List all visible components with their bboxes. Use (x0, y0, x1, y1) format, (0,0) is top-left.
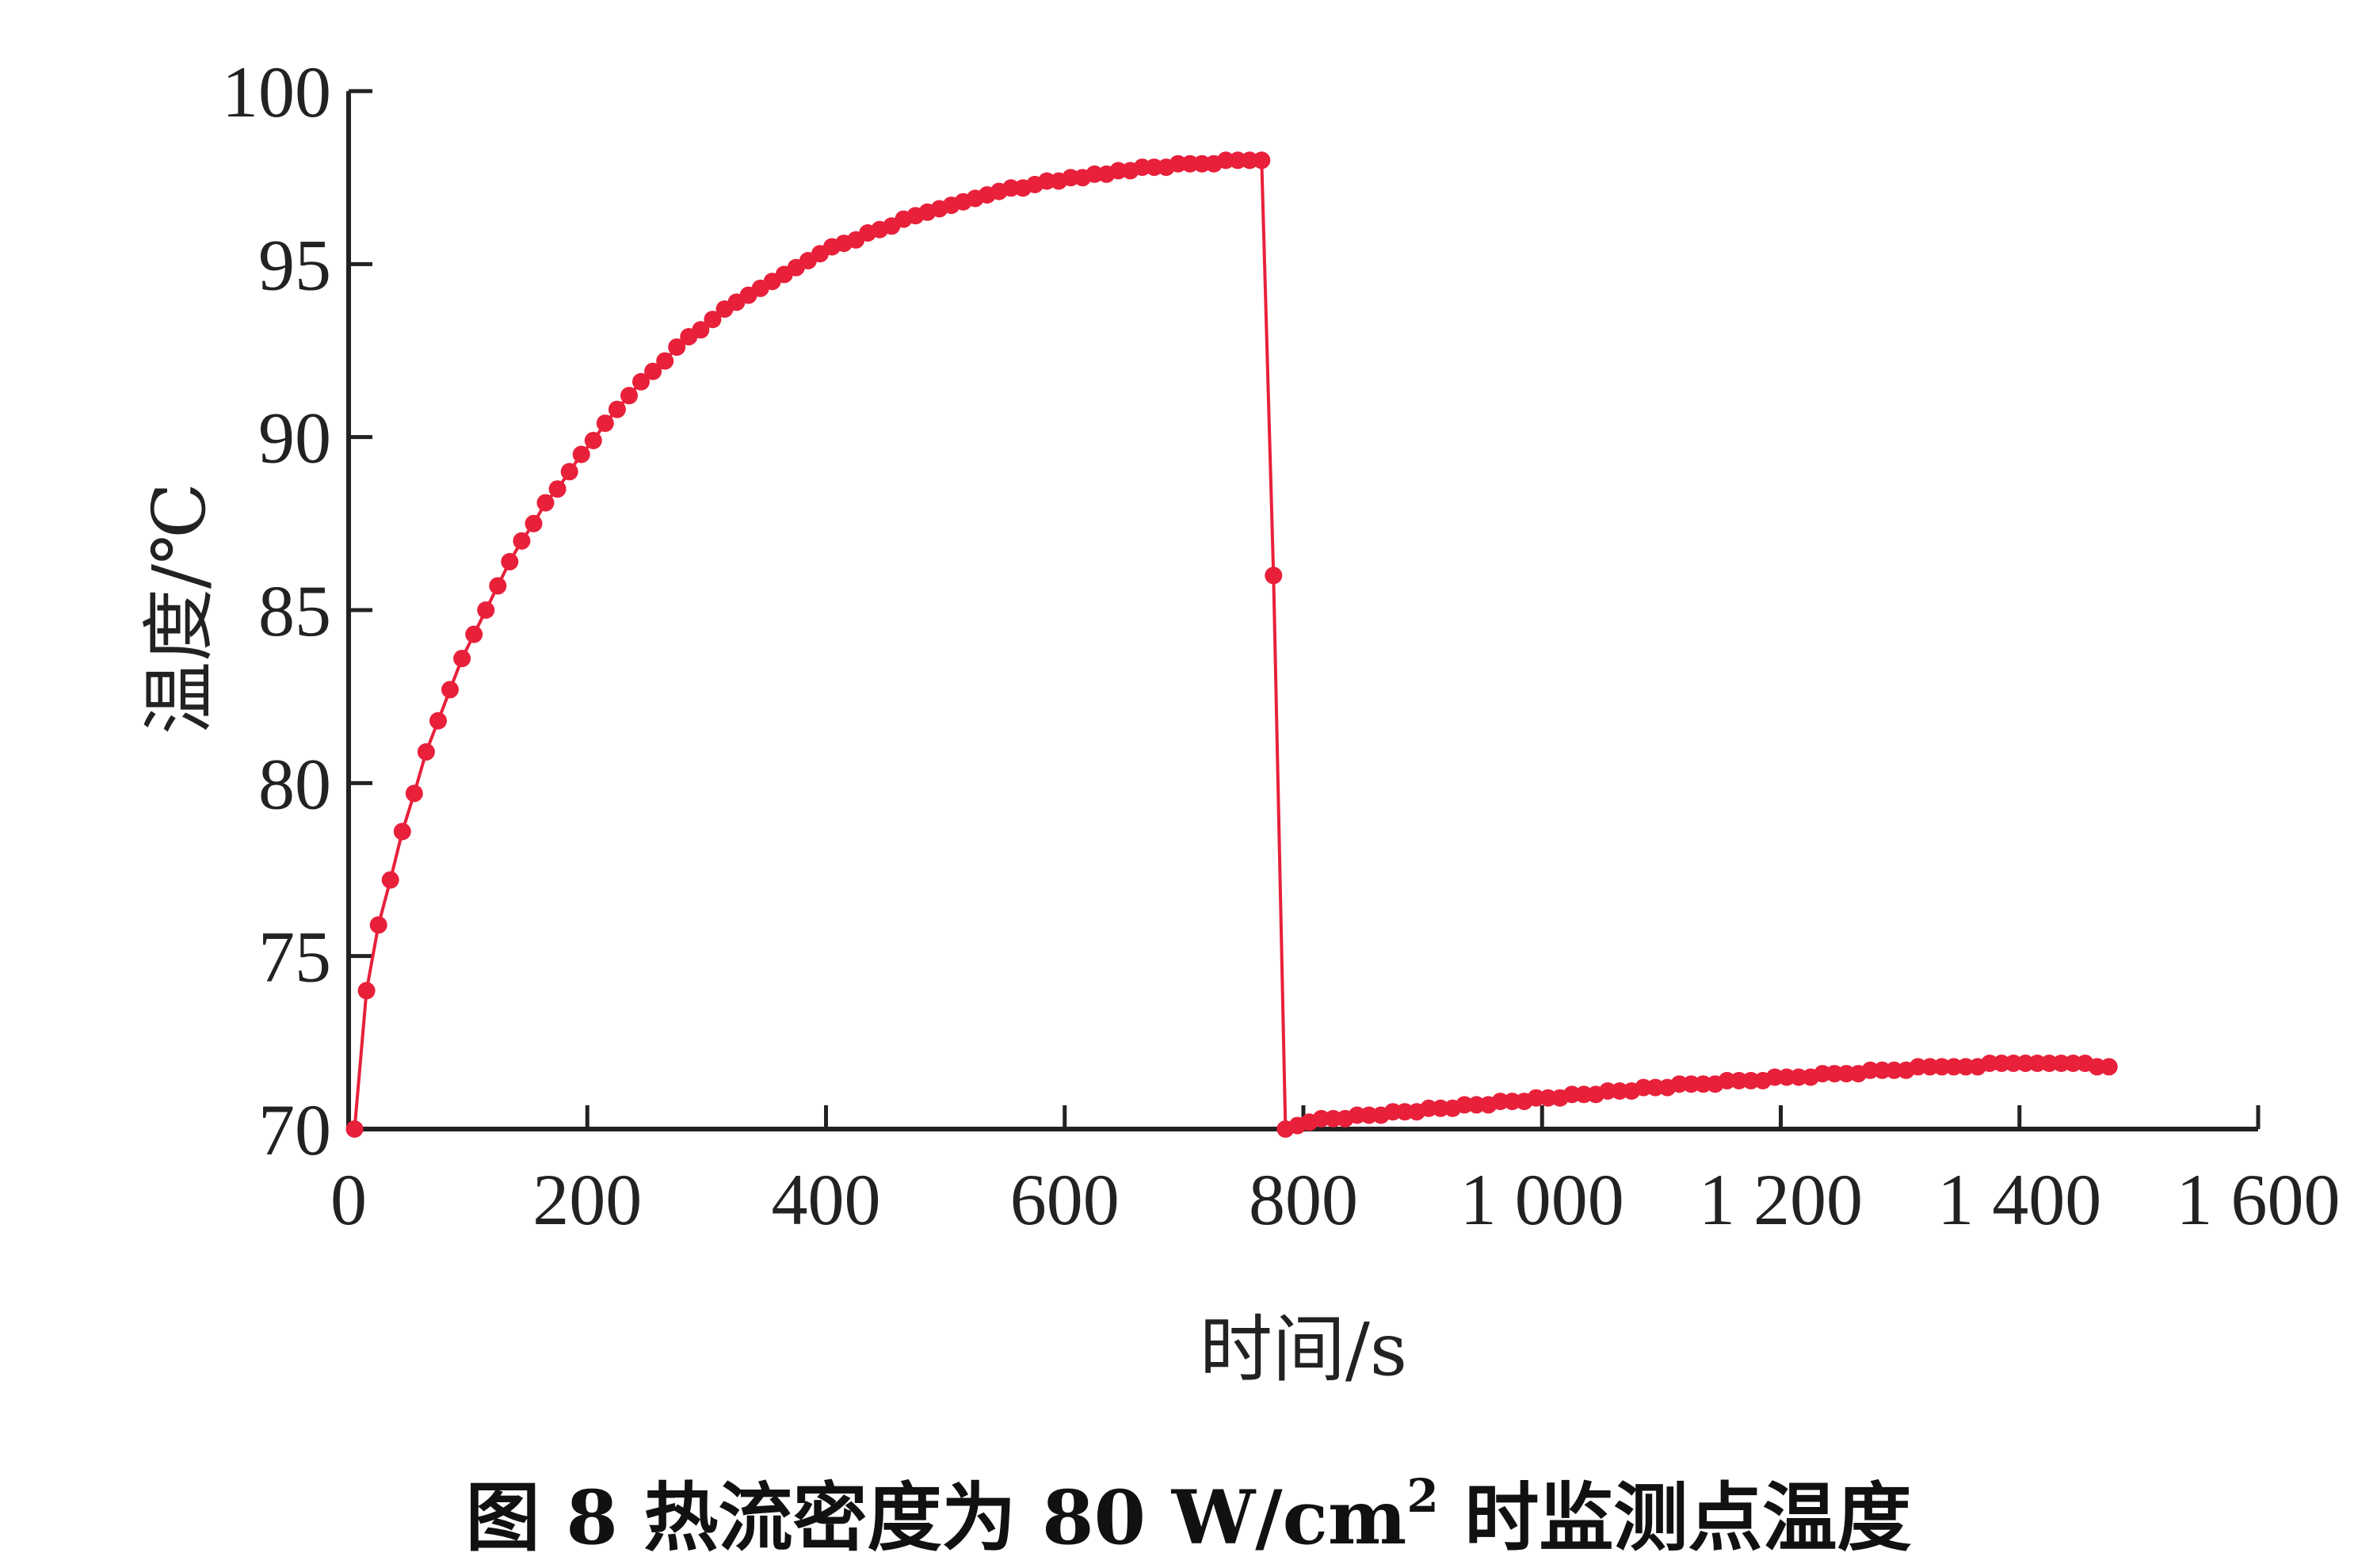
caption-superscript: 2 (1406, 1469, 1438, 1523)
data-point (1885, 1061, 1903, 1079)
data-point (525, 514, 543, 532)
data-point (1241, 151, 1259, 170)
data-point (2064, 1055, 2082, 1072)
data-point (489, 577, 507, 595)
data-point (441, 681, 459, 699)
data-point (704, 311, 722, 329)
x-tick-label: 800 (1249, 1159, 1358, 1240)
data-point (1312, 1109, 1330, 1127)
data-point (1873, 1061, 1891, 1079)
data-point (1646, 1078, 1665, 1097)
figure-caption: 图 8 热流密度为 80 W/cm2 时监测点温度 (466, 1469, 1912, 1562)
x-tick-label: 0 (330, 1159, 367, 1240)
y-tick-label: 85 (258, 570, 331, 651)
y-tick-label: 80 (258, 743, 331, 824)
data-point (1217, 151, 1235, 170)
data-point (1694, 1075, 1712, 1093)
data-point (1503, 1093, 1521, 1111)
data-point (1718, 1071, 1736, 1089)
data-point (1981, 1055, 1999, 1072)
data-point (1944, 1058, 1963, 1076)
x-ticks: 0 200 400 600 800 1 000 1 200 1 400 1 600 (330, 1105, 2341, 1240)
x-tick-label: 1 600 (2177, 1159, 2341, 1240)
data-point (2028, 1055, 2047, 1072)
data-point (1599, 1082, 1617, 1100)
data-point (1933, 1058, 1951, 1076)
data-point (1562, 1085, 1581, 1104)
y-tick-label: 100 (222, 52, 331, 132)
data-point (465, 625, 483, 643)
data-point (417, 743, 435, 761)
data-point (513, 532, 531, 550)
data-point (2005, 1055, 2023, 1072)
data-point (620, 387, 638, 405)
data-point (572, 445, 590, 464)
data-point (644, 362, 662, 380)
data-point (1467, 1096, 1486, 1114)
data-point (2100, 1058, 2118, 1076)
x-axis-title: 时间/s (1200, 1307, 1407, 1392)
y-tick-label: 70 (258, 1089, 331, 1170)
axes (346, 91, 2258, 1131)
data-point (393, 822, 411, 841)
data-point (429, 712, 447, 730)
data-point (501, 552, 519, 570)
data-point (405, 784, 423, 803)
data-point (1265, 567, 1283, 585)
series-line (353, 158, 2109, 1131)
data-point (1527, 1089, 1545, 1107)
data-point (1814, 1065, 1832, 1083)
data-point (1253, 151, 1271, 170)
data-point (1682, 1075, 1700, 1093)
y-ticks: 70 75 80 85 90 95 100 (222, 52, 372, 1170)
caption-prefix: 图 8 热流密度为 80 W/cm (466, 1475, 1407, 1562)
data-point (1181, 155, 1199, 173)
data-point (1790, 1068, 1808, 1086)
data-point (608, 400, 626, 418)
x-tick-label: 200 (532, 1159, 642, 1240)
data-point (369, 916, 387, 934)
data-point (560, 463, 578, 481)
data-point (596, 414, 614, 433)
data-point (1778, 1068, 1795, 1086)
y-tick-label: 75 (258, 917, 331, 998)
data-point (1109, 162, 1127, 180)
data-point (1360, 1106, 1378, 1124)
caption-suffix: 时监测点温度 (1439, 1475, 1912, 1562)
data-point (2040, 1055, 2058, 1072)
series-temperature (345, 151, 2118, 1138)
y-axis-title: 温度/℃ (137, 483, 222, 734)
data-point (1456, 1096, 1474, 1114)
data-point (381, 871, 399, 889)
data-point (1145, 158, 1163, 177)
data-point (357, 982, 376, 1000)
data-point (668, 338, 686, 357)
data-point (345, 1120, 364, 1138)
data-point (656, 352, 674, 370)
data-point (536, 494, 555, 512)
data-point (1742, 1071, 1760, 1089)
data-point (584, 432, 602, 449)
x-tick-label: 1 000 (1460, 1159, 1624, 1240)
data-point (477, 601, 495, 619)
x-tick-label: 1 400 (1937, 1159, 2101, 1240)
data-point (632, 372, 650, 391)
data-point (1169, 155, 1187, 173)
x-tick-label: 400 (772, 1159, 881, 1240)
x-tick-label: 600 (1010, 1159, 1120, 1240)
data-point (548, 480, 567, 498)
data-point (1085, 165, 1104, 183)
y-tick-label: 90 (258, 398, 331, 479)
data-point (1837, 1065, 1856, 1083)
data-point (1432, 1099, 1450, 1117)
data-point (1909, 1058, 1927, 1076)
data-point (1491, 1093, 1509, 1111)
data-point (1396, 1103, 1414, 1121)
data-point (692, 321, 710, 339)
y-tick-label: 95 (258, 224, 331, 305)
data-point (453, 650, 471, 668)
x-tick-label: 1 200 (1699, 1159, 1863, 1240)
